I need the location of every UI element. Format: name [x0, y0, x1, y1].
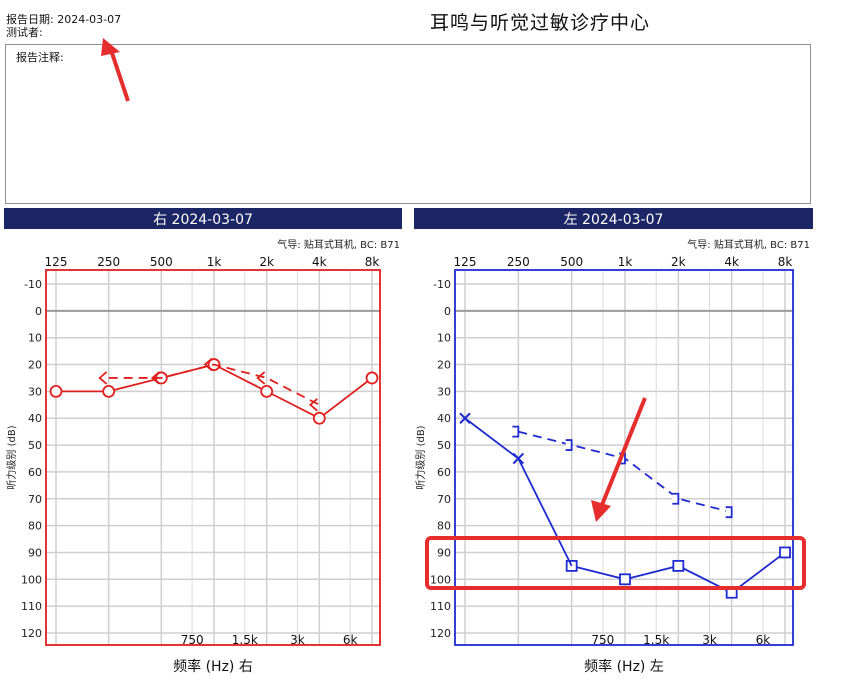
center-title: 耳鸣与听觉过敏诊疗中心	[430, 12, 651, 34]
series-line-ac	[464, 417, 519, 460]
tester-label: 测试者:	[6, 26, 43, 39]
y-tick-label: 0	[35, 305, 42, 318]
x-tick-label-top: 250	[507, 255, 530, 269]
data-point-ac	[260, 384, 274, 398]
x-tick-label-bottom: 6k	[343, 633, 358, 647]
y-tick-label: 70	[437, 493, 451, 506]
y-tick-label: 80	[437, 520, 451, 533]
right-ear-header: 右 2024-03-07	[4, 208, 402, 229]
plot-frame	[454, 269, 794, 646]
data-point-ac-masked	[725, 586, 738, 599]
data-point-bc-masked	[565, 439, 573, 451]
data-point-ac	[102, 384, 116, 398]
y-tick-label: 20	[437, 359, 451, 372]
x-tick-label-top: 8k	[778, 255, 793, 269]
x-tick-label-top: 500	[150, 255, 173, 269]
x-tick-label-top: 125	[454, 255, 477, 269]
y-tick-label: 60	[437, 466, 451, 479]
y-tick-label: 10	[28, 332, 42, 345]
y-tick-label: 110	[430, 600, 451, 613]
x-tick-label-top: 250	[97, 255, 120, 269]
y-tick-label: 70	[28, 493, 42, 506]
x-tick-label-top: 1k	[618, 255, 633, 269]
x-tick-label-bottom: 6k	[756, 633, 771, 647]
y-tick-label: 10	[437, 332, 451, 345]
x-tick-label-bottom: 3k	[290, 633, 305, 647]
y-tick-label: 100	[21, 573, 42, 586]
y-tick-label: 90	[28, 546, 42, 559]
data-point-bc-masked	[619, 452, 626, 465]
data-point-ac	[365, 371, 379, 385]
x-tick-label-bottom: 1.5k	[643, 633, 669, 647]
y-tick-label: 0	[444, 305, 451, 318]
x-tick-label-top: 2k	[259, 255, 274, 269]
y-tick-label: 40	[28, 412, 42, 425]
x-tick-label-top: 2k	[671, 255, 686, 269]
y-tick-label: 60	[28, 466, 42, 479]
y-tick-label: 100	[430, 573, 451, 586]
y-axis-label: 听力级别 (dB)	[414, 425, 427, 489]
x-axis-label: 频率 (Hz) 左	[584, 658, 664, 675]
x-tick-label-bottom: 750	[591, 633, 614, 647]
data-point-bc-masked	[725, 506, 733, 519]
y-tick-label: 120	[21, 627, 42, 640]
x-tick-label-top: 8k	[365, 255, 380, 269]
y-tick-label: -10	[433, 278, 451, 291]
x-axis-label: 频率 (Hz) 右	[173, 658, 253, 675]
series-line-ac-link	[517, 458, 573, 567]
data-point-ac	[312, 411, 326, 425]
series-line-bc	[108, 363, 320, 406]
report-date: 报告日期: 2024-03-07	[6, 13, 122, 26]
data-point-ac-masked	[672, 559, 685, 572]
data-point-ac	[49, 384, 63, 398]
y-tick-label: 40	[437, 412, 451, 425]
y-tick-label: 30	[437, 385, 451, 398]
transducer-note: 气导: 贴耳式耳机, BC: B71	[687, 238, 810, 251]
right-ear-audiogram: 气导: 贴耳式耳机, BC: B71 -10 0 10 20 30 40 50 60 70 80 90…	[5, 238, 400, 675]
y-axis-label: 听力级别 (dB)	[5, 425, 18, 489]
data-point-bc	[308, 398, 318, 412]
data-point-bc-masked	[512, 425, 520, 438]
y-tick-label: 90	[437, 546, 451, 559]
y-tick-label: 20	[28, 359, 42, 372]
x-tick-label-top: 1k	[207, 255, 222, 269]
data-point-ac-masked	[779, 546, 791, 559]
y-tick-label: -10	[24, 278, 42, 291]
x-tick-label-top: 125	[45, 255, 68, 269]
x-tick-label-top: 4k	[312, 255, 327, 269]
x-tick-label-bottom: 750	[181, 633, 204, 647]
y-tick-label: 30	[28, 385, 42, 398]
x-tick-label-bottom: 1.5k	[232, 633, 258, 647]
data-point-ac	[459, 412, 471, 424]
y-tick-label: 80	[28, 520, 42, 533]
x-tick-label-bottom: 3k	[702, 633, 717, 647]
data-point-ac-masked	[619, 573, 631, 586]
left-ear-audiogram: 气导: 贴耳式耳机, BC: B71 -10 0 10 20 30 40 50 60 70 80 90…	[414, 238, 810, 675]
data-point-bc	[150, 371, 160, 385]
y-tick-label: 50	[28, 439, 42, 452]
y-tick-label: 110	[21, 600, 42, 613]
left-ear-header: 左 2024-03-07	[414, 208, 813, 229]
report-notes-box[interactable]: 报告注释:	[5, 44, 811, 204]
y-tick-label: 50	[437, 439, 451, 452]
transducer-note: 气导: 贴耳式耳机, BC: B71	[277, 238, 400, 251]
data-point-bc	[98, 371, 108, 385]
x-tick-label-top: 500	[560, 255, 583, 269]
report-notes-label: 报告注释:	[16, 51, 64, 64]
data-point-bc-masked	[672, 492, 680, 505]
data-point-ac	[512, 452, 525, 465]
x-tick-label-top: 4k	[724, 255, 739, 269]
plot-frame	[45, 269, 381, 646]
data-point-bc	[203, 357, 213, 372]
data-point-bc	[256, 371, 266, 385]
y-tick-label: 120	[430, 627, 451, 640]
